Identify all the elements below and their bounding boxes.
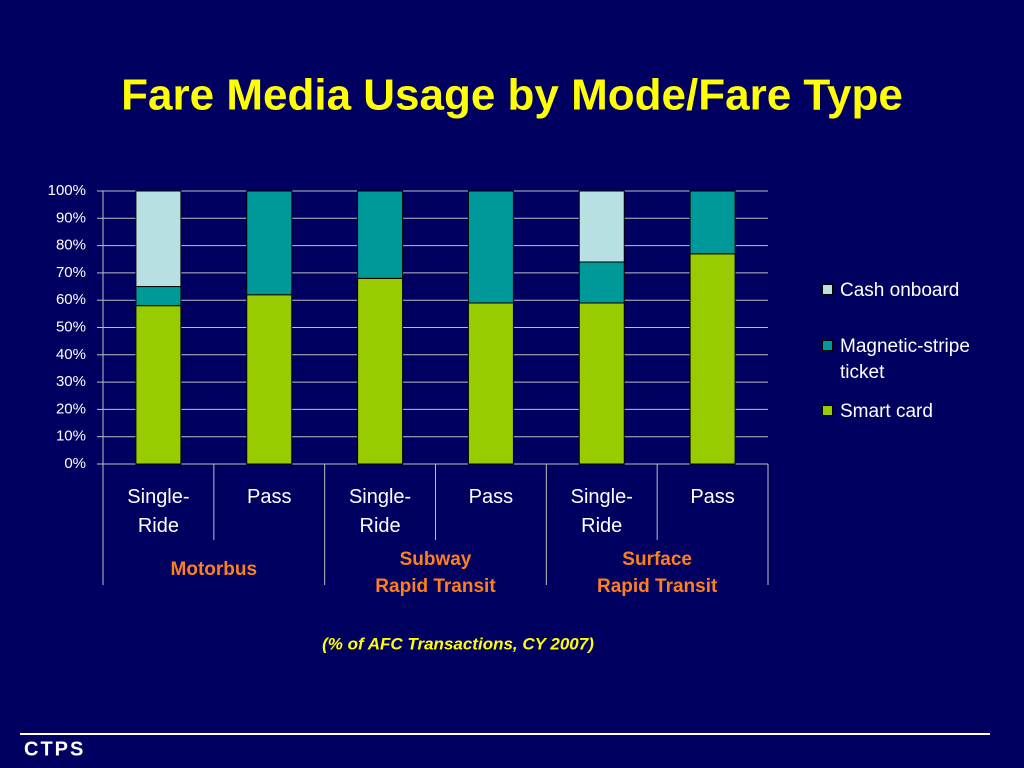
bar-segment	[135, 190, 182, 288]
legend-swatch	[822, 405, 833, 416]
legend-label: Smart card	[840, 401, 933, 422]
bar-segment	[689, 190, 736, 255]
y-tick-label: 80%	[56, 237, 86, 254]
x-tick-label: Single- Ride	[570, 486, 633, 537]
footer-logo: CTPS	[24, 738, 85, 760]
bar-segment	[578, 190, 625, 263]
legend-label: Magnetic-stripe ticket	[840, 336, 970, 383]
x-tick-label: Pass	[247, 486, 292, 508]
bar-segment	[246, 294, 293, 465]
legend-label: Cash onboard	[840, 280, 960, 301]
y-tick-label: 40%	[56, 346, 86, 363]
bar-segment	[578, 261, 625, 304]
legend-swatch	[822, 340, 833, 351]
x-tick-label: Pass	[690, 486, 735, 508]
y-tick-label: 50%	[56, 318, 86, 335]
group-label: Subway Rapid Transit	[375, 549, 496, 597]
bar-segment	[357, 190, 404, 279]
group-label: Motorbus	[170, 559, 258, 580]
bar-segment	[135, 305, 182, 465]
chart-title: Fare Media Usage by Mode/Fare Type	[121, 71, 903, 120]
y-tick-label: 100%	[48, 182, 86, 199]
y-tick-label: 20%	[56, 400, 86, 417]
y-tick-label: 90%	[56, 209, 86, 226]
x-tick-label: Single- Ride	[127, 486, 190, 537]
chart-subtitle: (% of AFC Transactions, CY 2007)	[322, 634, 594, 653]
bar-segment	[467, 190, 514, 304]
x-tick-label: Pass	[468, 486, 514, 508]
bar-segment	[467, 302, 514, 465]
bar-segment	[357, 277, 404, 465]
bar-segment	[578, 302, 625, 465]
legend-swatch	[822, 284, 833, 295]
y-tick-label: 10%	[56, 428, 86, 445]
bar-segment	[246, 190, 293, 296]
y-tick-label: 70%	[56, 264, 86, 281]
group-label: Surface Rapid Transit	[596, 549, 718, 597]
y-tick-label: 0%	[64, 455, 86, 472]
x-tick-label: Single- Ride	[348, 486, 412, 537]
y-tick-label: 60%	[56, 291, 86, 308]
y-tick-label: 30%	[56, 373, 86, 390]
bar-segment	[689, 253, 736, 465]
bar-segment	[135, 286, 182, 307]
